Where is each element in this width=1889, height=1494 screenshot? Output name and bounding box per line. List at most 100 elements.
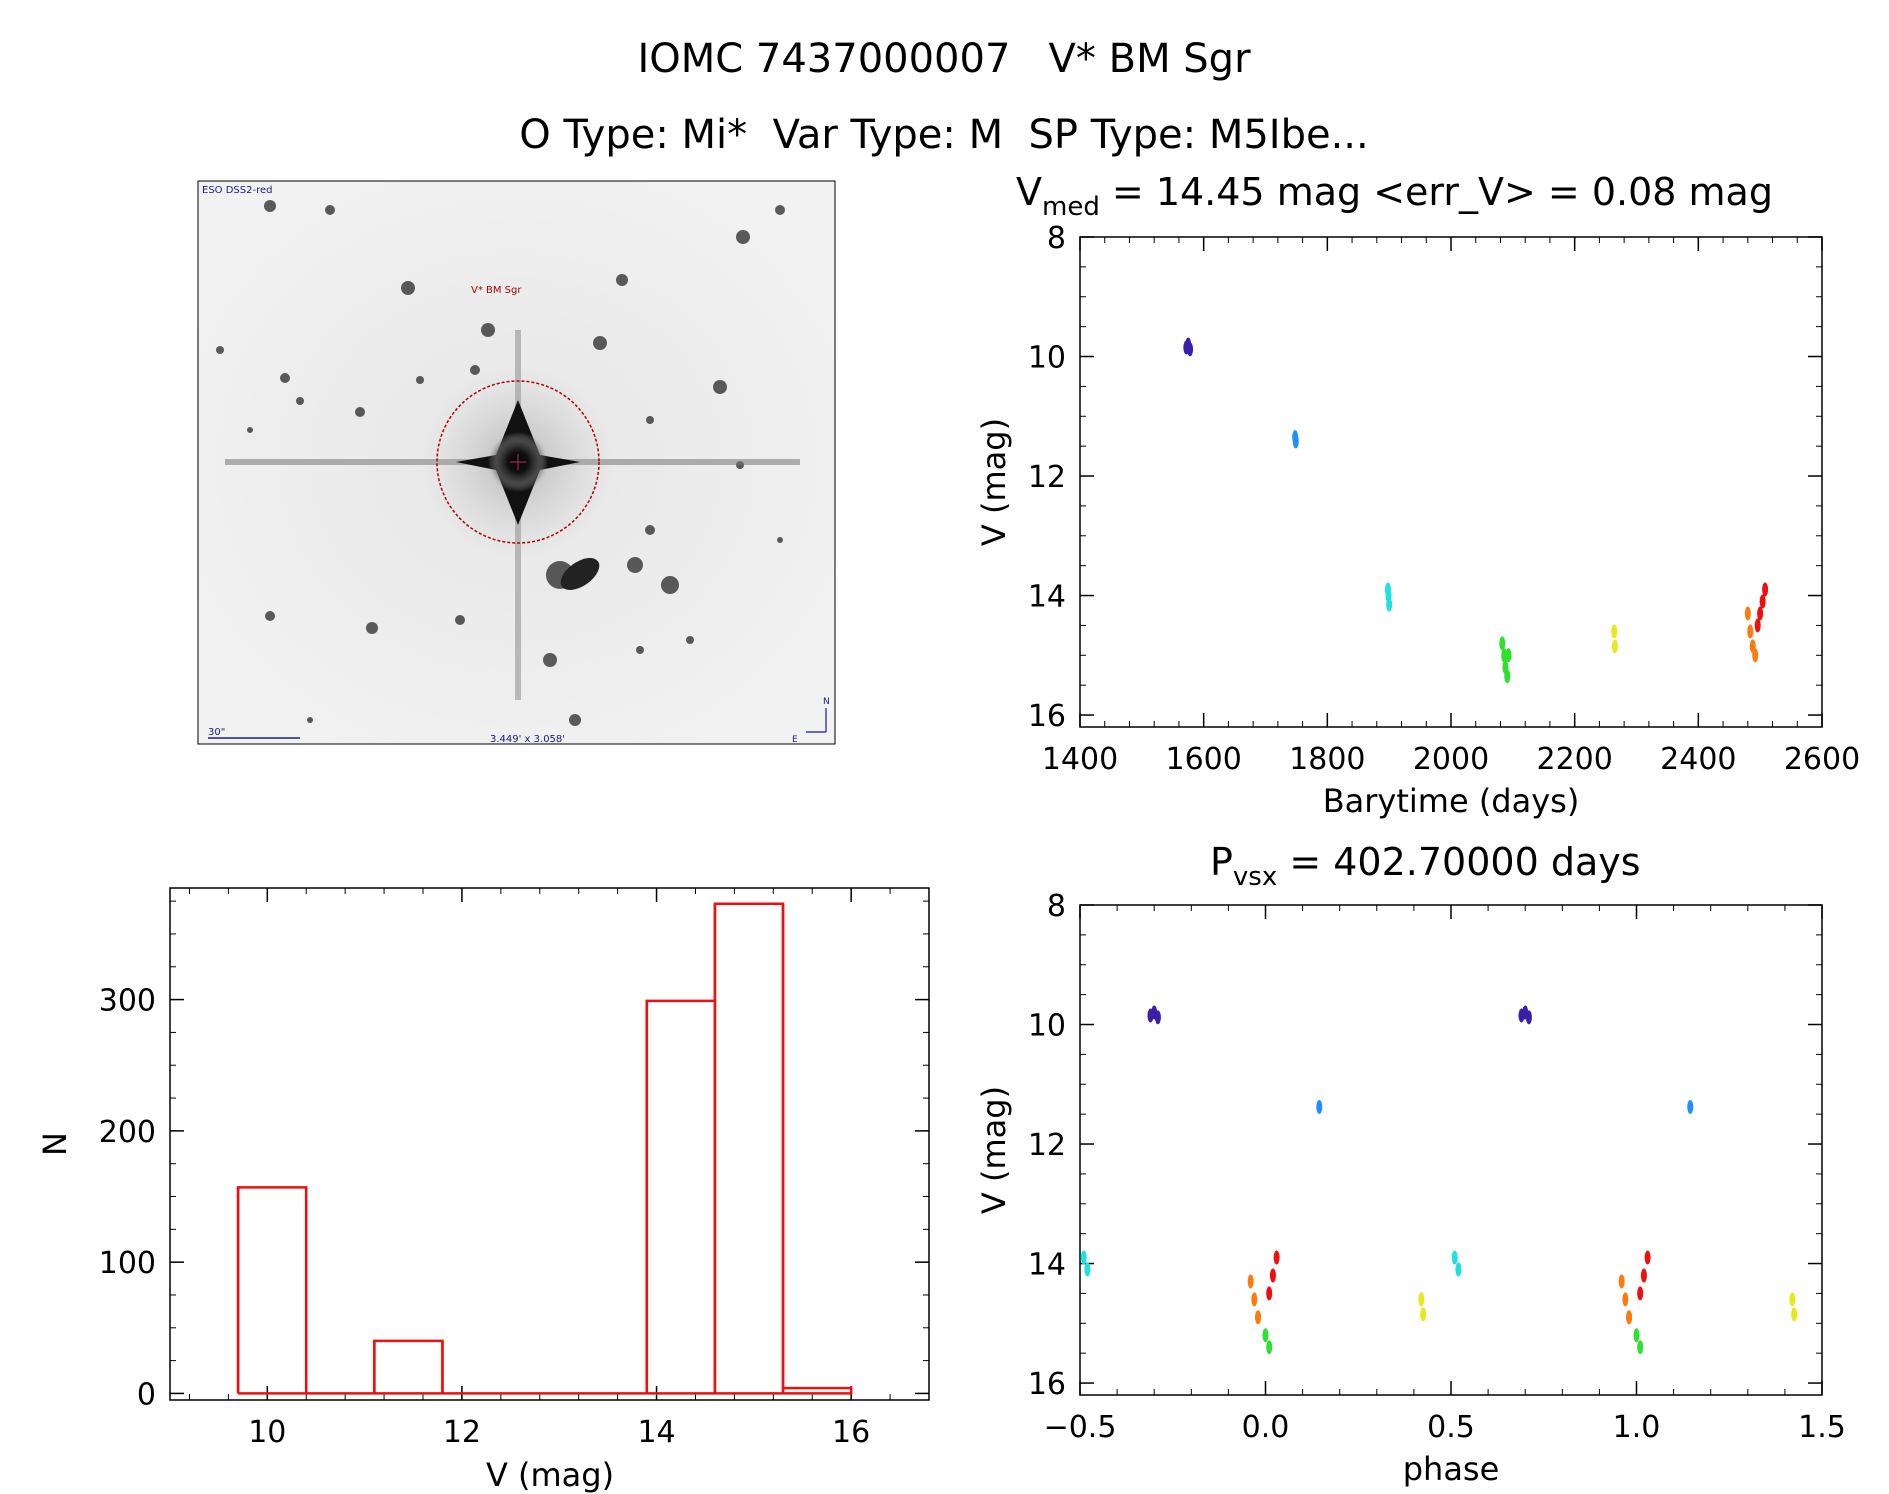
- x-tick-label: 2200: [1536, 742, 1612, 777]
- x-tick-label: 2400: [1660, 742, 1736, 777]
- field-star: [481, 323, 495, 337]
- data-point: [1791, 1307, 1798, 1322]
- compass-north-label: N: [823, 697, 830, 707]
- data-point: [1247, 1274, 1254, 1289]
- phased-title-sub: vsx: [1233, 862, 1277, 892]
- lightcurve-title-sub: med: [1042, 192, 1100, 222]
- field-star: [455, 615, 465, 625]
- y-tick-label: 14: [1028, 580, 1066, 615]
- x-tick-label: 10: [248, 1415, 286, 1450]
- y-tick-label: 8: [1047, 221, 1066, 256]
- field-star: [325, 205, 335, 215]
- lightcurve-points: [1183, 337, 1769, 684]
- data-point: [1418, 1292, 1425, 1307]
- data-point: [1262, 1328, 1269, 1343]
- y-tick-label: 8: [1047, 889, 1066, 924]
- field-star: [543, 653, 557, 667]
- target-aperture-circle: [436, 380, 600, 544]
- histogram-ticks: 10 12 14 16 0 100 200 300: [99, 888, 930, 1450]
- field-star: [775, 205, 785, 215]
- field-star: [265, 611, 275, 621]
- field-star: [736, 230, 750, 244]
- data-point: [1640, 1268, 1647, 1283]
- y-tick-label: 12: [1028, 1128, 1066, 1163]
- data-point: [1501, 648, 1508, 663]
- data-point: [1789, 1292, 1796, 1307]
- x-tick-label: 16: [832, 1415, 870, 1450]
- field-star: [645, 525, 655, 535]
- histogram-xlabel: V (mag): [486, 1456, 614, 1494]
- data-point: [1504, 669, 1511, 684]
- lightcurve-title-main: V: [1016, 170, 1042, 214]
- field-star: [616, 274, 628, 286]
- x-tick-label: 0.0: [1242, 1410, 1290, 1445]
- x-tick-label: 1.0: [1613, 1410, 1661, 1445]
- data-point: [1187, 342, 1194, 357]
- data-point: [1626, 1310, 1633, 1325]
- data-point: [1757, 606, 1764, 621]
- sky-field-stars: [216, 200, 785, 726]
- y-tick-label: 300: [99, 984, 156, 1019]
- x-tick-label: 1600: [1165, 742, 1241, 777]
- histogram-bar: [647, 1001, 715, 1394]
- y-tick-label: 10: [1028, 341, 1066, 376]
- data-point: [1292, 434, 1299, 449]
- lightcurve-ylabel: V (mag): [975, 418, 1013, 546]
- data-point: [1611, 639, 1618, 654]
- lightcurve-ticks: 1400 1600 1800 2000 2200 2400 2600 8 10 12 14 16: [1028, 221, 1860, 777]
- data-point: [1637, 1286, 1644, 1301]
- y-tick-label: 12: [1028, 460, 1066, 495]
- data-point: [1752, 648, 1759, 663]
- data-point: [1154, 1010, 1161, 1025]
- data-point: [1451, 1250, 1458, 1265]
- field-star: [627, 557, 643, 573]
- lightcurve-frame: [1079, 236, 1823, 728]
- field-star: [307, 717, 313, 723]
- lightcurve-plot: Vmed = 14.45 mag <err_V> = 0.08 mag 1400…: [975, 170, 1860, 820]
- data-point: [1505, 648, 1512, 663]
- scale-label: 30": [208, 727, 225, 738]
- compass-icon: [806, 708, 827, 733]
- data-point: [1273, 1250, 1280, 1265]
- lightcurve-xlabel: Barytime (days): [1323, 782, 1580, 820]
- x-tick-label: −0.5: [1044, 1410, 1117, 1445]
- field-star: [713, 380, 727, 394]
- phased-ylabel: V (mag): [975, 1086, 1013, 1214]
- data-point: [1744, 606, 1751, 621]
- data-point: [1637, 1340, 1644, 1355]
- field-star: [366, 622, 378, 634]
- phased-frame: [1079, 904, 1823, 1396]
- phased-xlabel: phase: [1403, 1450, 1500, 1488]
- y-tick-label: 16: [1028, 699, 1066, 734]
- field-star: [247, 427, 253, 433]
- figure-subtitle: O Type: Mi* Var Type: M SP Type: M5Ibe..…: [519, 112, 1368, 158]
- x-tick-label: 0.5: [1427, 1410, 1475, 1445]
- y-tick-label: 16: [1028, 1367, 1066, 1402]
- data-point: [1754, 618, 1761, 633]
- compass-east-label: E: [792, 735, 798, 745]
- phased-title-rest: = 402.70000 days: [1277, 840, 1640, 884]
- data-point: [1080, 1250, 1087, 1265]
- data-point: [1316, 1099, 1323, 1114]
- field-star: [777, 537, 783, 543]
- data-point: [1525, 1010, 1532, 1025]
- data-point: [1499, 636, 1506, 651]
- data-point: [1687, 1099, 1694, 1114]
- data-point: [1644, 1250, 1651, 1265]
- field-star: [569, 714, 581, 726]
- data-point: [1633, 1328, 1640, 1343]
- histogram-ylabel: N: [36, 1132, 74, 1156]
- fov-label: 3.449' x 3.058': [490, 734, 565, 745]
- x-tick-label: 14: [637, 1415, 675, 1450]
- field-star: [416, 376, 424, 384]
- field-star: [636, 646, 644, 654]
- histogram-bar: [715, 904, 783, 1394]
- lightcurve-title: Vmed = 14.45 mag <err_V> = 0.08 mag: [1016, 170, 1773, 222]
- field-star: [686, 636, 694, 644]
- data-point: [1622, 1292, 1629, 1307]
- figure-title: IOMC 7437000007 V* BM Sgr: [637, 36, 1251, 82]
- y-tick-label: 14: [1028, 1248, 1066, 1283]
- y-tick-label: 200: [99, 1115, 156, 1150]
- object-label: V* BM Sgr: [471, 285, 522, 296]
